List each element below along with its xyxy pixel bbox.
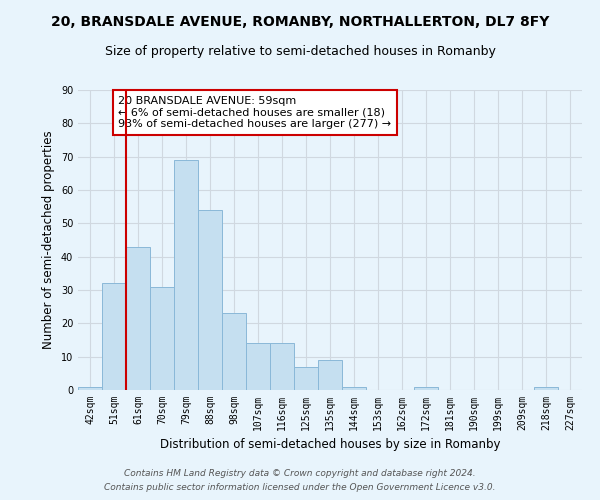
- Bar: [126, 246, 150, 390]
- Bar: [78, 386, 102, 390]
- Bar: [246, 344, 270, 390]
- Bar: [174, 160, 198, 390]
- Text: Size of property relative to semi-detached houses in Romanby: Size of property relative to semi-detach…: [104, 45, 496, 58]
- Bar: [534, 386, 558, 390]
- Bar: [270, 344, 294, 390]
- Bar: [102, 284, 126, 390]
- Y-axis label: Number of semi-detached properties: Number of semi-detached properties: [42, 130, 55, 350]
- Text: Contains public sector information licensed under the Open Government Licence v3: Contains public sector information licen…: [104, 484, 496, 492]
- Bar: [150, 286, 174, 390]
- Bar: [414, 386, 438, 390]
- Bar: [294, 366, 318, 390]
- X-axis label: Distribution of semi-detached houses by size in Romanby: Distribution of semi-detached houses by …: [160, 438, 500, 452]
- Text: Contains HM Land Registry data © Crown copyright and database right 2024.: Contains HM Land Registry data © Crown c…: [124, 468, 476, 477]
- Bar: [342, 386, 366, 390]
- Text: 20 BRANSDALE AVENUE: 59sqm
← 6% of semi-detached houses are smaller (18)
93% of : 20 BRANSDALE AVENUE: 59sqm ← 6% of semi-…: [118, 96, 391, 129]
- Text: 20, BRANSDALE AVENUE, ROMANBY, NORTHALLERTON, DL7 8FY: 20, BRANSDALE AVENUE, ROMANBY, NORTHALLE…: [51, 15, 549, 29]
- Bar: [222, 314, 246, 390]
- Bar: [318, 360, 342, 390]
- Bar: [198, 210, 222, 390]
